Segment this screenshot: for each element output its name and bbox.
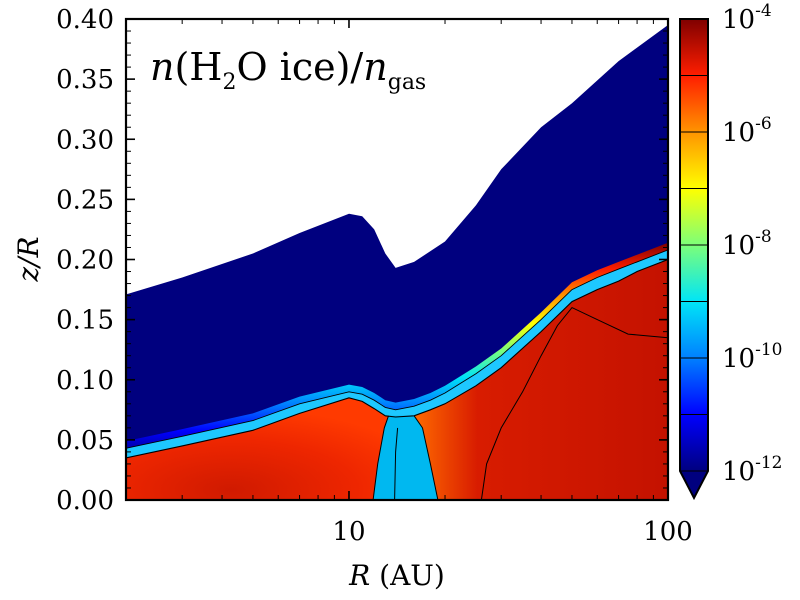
inner-ice-region [126, 397, 389, 500]
x-axis-tick-labels: 10 100 [332, 517, 692, 547]
y-tick-label: 0.25 [56, 185, 114, 215]
y-tick-label: 0.40 [56, 5, 114, 35]
colorbar-tick-label: 10-6 [722, 114, 772, 148]
contour-front-upper [126, 249, 668, 449]
colorbar-ticks [680, 18, 708, 472]
y-tick-label: 0.05 [56, 426, 114, 456]
y-tick-label: 0.00 [56, 486, 114, 516]
colorbar-tick-label: 10-8 [722, 227, 772, 261]
contour-gap-inner [372, 415, 389, 500]
y-axis-title: z/R [12, 236, 45, 282]
colorbar-tick-labels: 10-12 10-10 10-8 10-6 10-4 [722, 1, 782, 487]
colorbar-extend-arrow [680, 471, 708, 498]
x-tick-label: 10 [332, 517, 365, 547]
contour-lines [126, 249, 668, 500]
x-axis-ticks [125, 19, 669, 500]
contour-gap-outer [413, 415, 439, 500]
x-axis-title: R (AU) [348, 559, 445, 592]
outer-ice-region [414, 259, 668, 500]
quantity-annotation: n(H2O ice)/ngas [150, 45, 426, 95]
x-tick-label: 100 [643, 517, 693, 547]
plot-area [124, 17, 670, 502]
y-tick-label: 0.20 [56, 246, 114, 276]
contour-gap-center [394, 427, 399, 500]
y-tick-label: 0.10 [56, 366, 114, 396]
colorbar-tick-label: 10-4 [722, 1, 772, 35]
y-axis-ticks [126, 18, 668, 501]
y-tick-label: 0.35 [56, 65, 114, 95]
ice-depletion-gap [373, 415, 438, 500]
y-axis-tick-labels: 0.00 0.05 0.10 0.15 0.20 0.25 0.30 0.35 0.40 [56, 5, 114, 516]
heatmap-layers [126, 25, 668, 500]
contour-front-lower [126, 258, 668, 459]
colorbar: 10-12 10-10 10-8 10-6 10-4 [679, 1, 782, 501]
contour-outer-ice [480, 306, 668, 500]
colorbar-tick-label: 10-10 [722, 340, 782, 374]
y-tick-label: 0.15 [56, 306, 114, 336]
colorbar-tick-label: 10-12 [722, 453, 782, 487]
y-tick-label: 0.30 [56, 125, 114, 155]
